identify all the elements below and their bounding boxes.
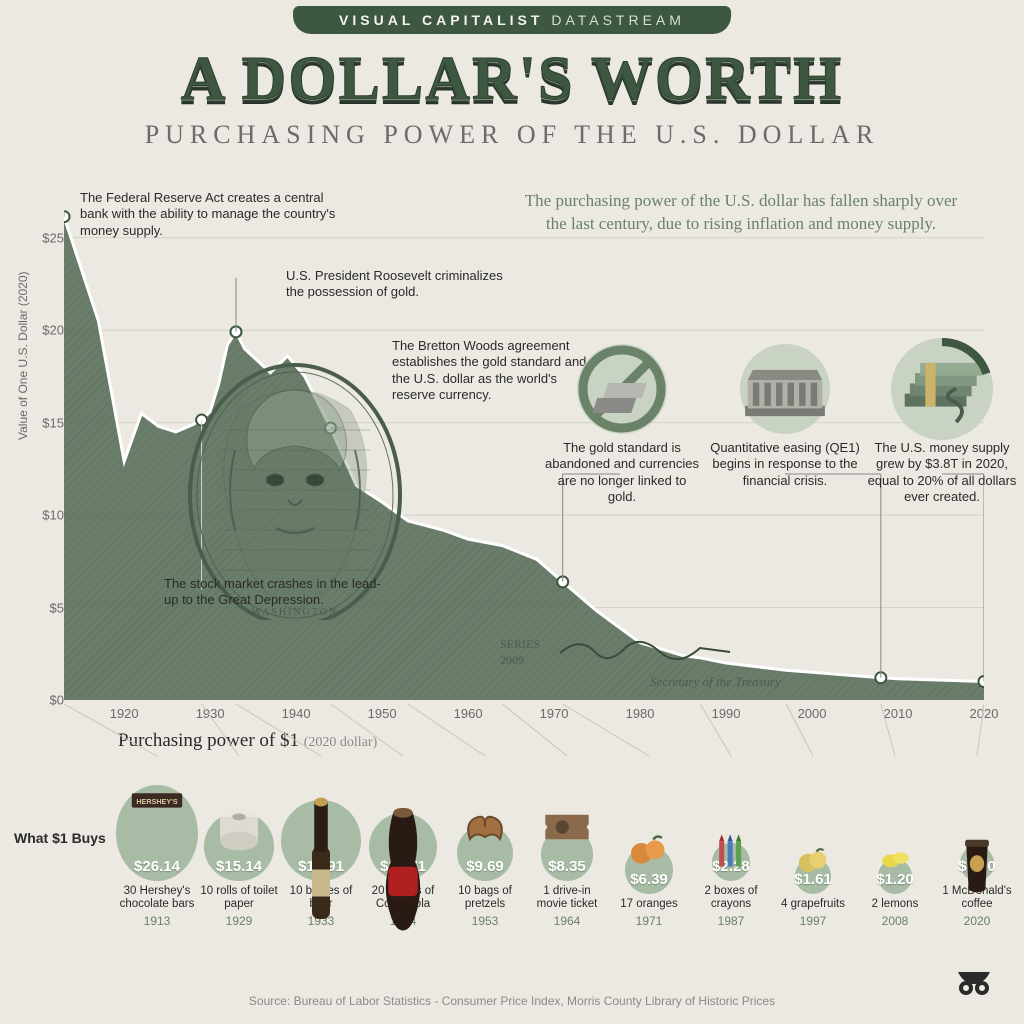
pp-item-1929: $15.14 10 rolls of toilet paper 1929 [198,769,280,928]
pp-desc: 10 rolls of toilet paper [198,885,280,911]
pp-item-1944: $14.71 20 bottles of Coca-Cola 1944 [362,769,444,928]
x-tick: 2000 [798,706,827,721]
pp-year: 2008 [854,914,936,928]
x-tick: 2010 [884,706,913,721]
pp-item-1997: $1.61 4 grapefruits 1997 [772,782,854,928]
coffee-icon [962,835,993,866]
source-text: Source: Bureau of Labor Statistics - Con… [0,994,1024,1008]
pp-item-1933: $19.91 10 bottles of beer 1933 [280,769,362,928]
annotation-gold-end-1971: The gold standard is abandoned and curre… [542,344,702,505]
svg-text:HERSHEY'S: HERSHEY'S [136,797,177,806]
pp-desc: 10 bags of pretzels [444,885,526,911]
y-tick: $5 [30,600,64,615]
ticket-icon [543,811,590,858]
pp-year: 1987 [690,914,772,928]
beer-icon [294,793,348,847]
pp-item-1987: $2.28 2 boxes of crayons 1987 [690,769,772,928]
pp-strip: HERSHEY'S $26.14 30 Hershey's chocolate … [14,758,1010,928]
pp-title: Purchasing power of $1 (2020 dollar) [118,730,377,752]
coke-icon [376,798,430,852]
pp-value: $26.14 [134,858,180,881]
x-tick: 1980 [626,706,655,721]
vc-logo-icon [950,954,998,1002]
x-tick: 1960 [454,706,483,721]
y-tick: $15 [30,415,64,430]
pp-desc: 2 lemons [854,898,936,911]
annotation-qe1-2008: Quantitative easing (QE1) begins in resp… [710,344,860,489]
brand-product: DATASTREAM [551,12,685,28]
pp-item-1913: HERSHEY'S $26.14 30 Hershey's chocolate … [116,769,198,928]
toilet-paper-icon [212,798,266,852]
brand-header: VISUAL CAPITALIST DATASTREAM [293,6,731,34]
annotation-text: The U.S. money supply grew by $3.8T in 2… [862,440,1022,505]
pp-year: 1929 [198,914,280,928]
pp-desc: 2 boxes of crayons [690,885,772,911]
y-tick: $20 [30,323,64,338]
pp-item-2020: $1.00 1 McDonald's coffee 2020 [936,769,1018,928]
x-tick: 1930 [196,706,225,721]
annotation-text: The gold standard is abandoned and curre… [542,440,702,505]
pp-desc: 1 drive-in movie ticket [526,885,608,911]
pp-year: 1913 [116,914,198,928]
title-sub: PURCHASING POWER OF THE U.S. DOLLAR [0,120,1024,150]
pp-item-1971: $6.39 17 oranges 1971 [608,782,690,928]
pp-value: $15.14 [216,858,262,881]
x-tick: 1920 [110,706,139,721]
pp-value: $8.35 [548,858,586,881]
fed-building-icon [740,344,830,434]
y-axis-label: Value of One U.S. Dollar (2020) [16,271,30,440]
pp-title-text: Purchasing power of $1 [118,730,299,751]
x-tick: 2020 [970,706,999,721]
pp-value: $9.69 [466,858,504,881]
title-block: A DOLLAR'S WORTH PURCHASING POWER OF THE… [0,48,1024,150]
title-main: A DOLLAR'S WORTH [0,48,1024,110]
pp-year: 2020 [936,914,1018,928]
annotation-m2-2020: The U.S. money supply grew by $3.8T in 2… [862,344,1022,505]
y-tick: $0 [30,693,64,708]
annotation-text: Quantitative easing (QE1) begins in resp… [710,440,860,489]
pp-title-sub: (2020 dollar) [304,735,377,750]
annotation-gold-1933: U.S. President Roosevelt criminalizes th… [286,268,516,301]
lemons-icon [879,848,910,879]
oranges-icon [628,831,671,874]
x-tick: 1940 [282,706,311,721]
pp-item-1953: $9.69 10 bags of pretzels 1953 [444,769,526,928]
x-tick: 1970 [540,706,569,721]
crayons-icon [714,831,748,865]
y-tick: $10 [30,508,64,523]
pp-year: 1971 [608,914,690,928]
x-tick: 1990 [712,706,741,721]
x-tick: 1950 [368,706,397,721]
y-ticks: $0$5$10$15$20$25 [30,210,64,700]
pp-desc: 30 Hershey's chocolate bars [116,885,198,911]
brand-name: VISUAL CAPITALIST [339,12,543,28]
hersheys-icon: HERSHEY'S [130,786,184,840]
y-tick: $25 [30,230,64,245]
pretzel-icon [460,807,510,857]
annotation-crash-1929: The stock market crashes in the lead-up … [164,576,394,609]
pp-desc: 17 oranges [608,898,690,911]
pp-value: $6.39 [630,871,668,894]
pp-item-2008: $1.20 2 lemons 2008 [854,782,936,928]
grapefruit-icon [797,846,829,878]
pp-item-1964: $8.35 1 drive-in movie ticket 1964 [526,769,608,928]
pp-desc: 4 grapefruits [772,898,854,911]
pp-year: 1953 [444,914,526,928]
pp-year: 1997 [772,914,854,928]
annotation-fed-reserve: The Federal Reserve Act creates a centra… [80,190,340,239]
cash-stack-icon [897,344,987,434]
pp-year: 1964 [526,914,608,928]
no-gold-icon [577,344,667,434]
